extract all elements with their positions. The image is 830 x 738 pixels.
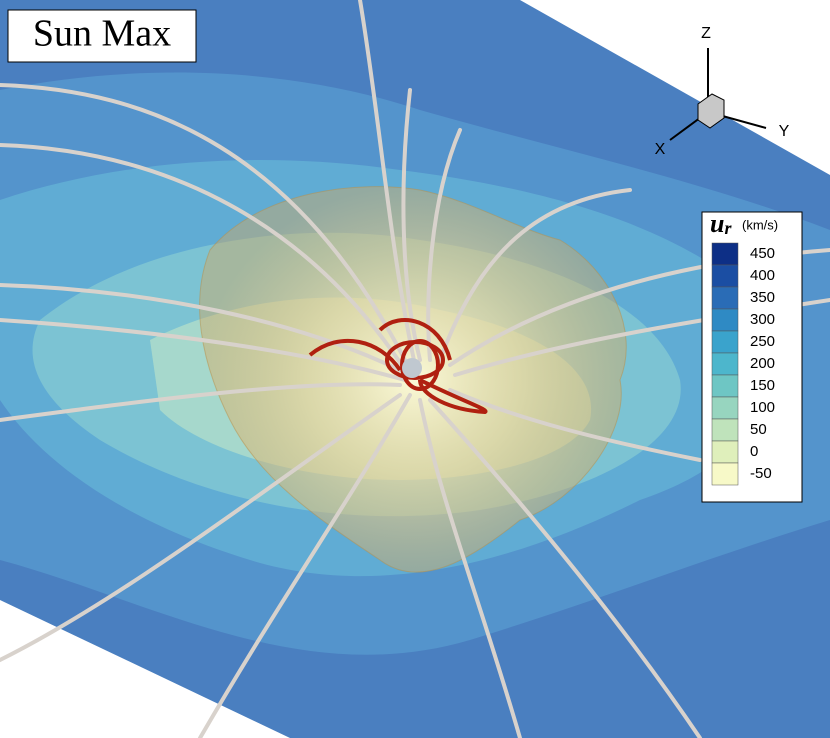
colorbar-tick-label: 250	[750, 333, 775, 350]
colorbar: ur (km/s) 450 400 350 300 250 200 150 100 50 0 -50	[701, 209, 803, 503]
colorbar-tick-label: 400	[750, 267, 775, 284]
colorbar-swatch	[711, 462, 739, 486]
colorbar-swatch	[711, 242, 739, 266]
colorbar-tick-label: 0	[750, 443, 758, 460]
title-box	[7, 9, 197, 63]
colorbar-tick-label: 300	[750, 311, 775, 328]
colorbar-swatch	[711, 264, 739, 288]
axis-label: Z	[701, 25, 711, 42]
colorbar-swatch	[711, 440, 739, 464]
colorbar-swatch	[711, 418, 739, 442]
colorbar-swatch	[711, 374, 739, 398]
colorbar-tick-label: 100	[750, 399, 775, 416]
colorbar-tick-label: -50	[750, 465, 772, 482]
axis-cube	[697, 93, 725, 129]
axis-label: X	[655, 141, 666, 158]
colorbar-swatch	[711, 396, 739, 420]
colorbar-swatch	[711, 286, 739, 310]
colorbar-tick-label: 450	[750, 245, 775, 262]
colorbar-variable: ur	[710, 209, 732, 238]
colorbar-tick-label: 50	[750, 421, 767, 438]
colorbar-swatch	[711, 330, 739, 354]
closed-loops	[308, 318, 488, 415]
colorbar-tick-label: 200	[750, 355, 775, 372]
colorbar-tick-label: 150	[750, 377, 775, 394]
colorbar-tick-label: 350	[750, 289, 775, 306]
sun	[402, 358, 422, 378]
axis-label: Y	[779, 123, 790, 140]
colorbar-unit: (km/s)	[742, 217, 778, 232]
colorbar-swatch	[711, 352, 739, 376]
title: Sun Max	[33, 13, 171, 55]
colorbar-swatch	[711, 308, 739, 332]
